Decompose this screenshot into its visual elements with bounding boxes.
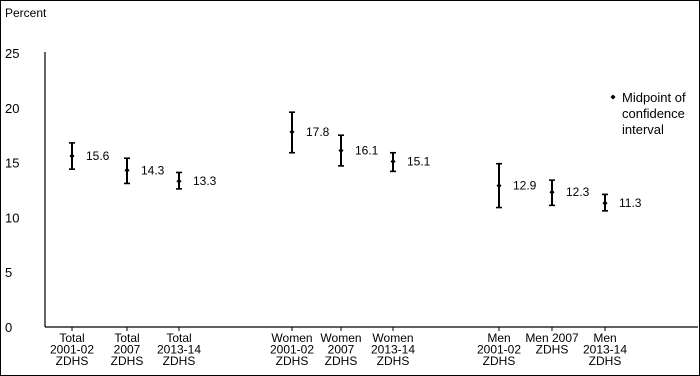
- data-label: 11.3: [619, 196, 642, 210]
- data-label: 12.9: [513, 179, 537, 193]
- data-label: 17.8: [306, 125, 330, 139]
- midpoint-marker: [338, 147, 344, 154]
- x-tick-label-line: Women: [372, 331, 413, 345]
- midpoint-marker: [69, 153, 75, 159]
- y-tick-label: 0: [5, 320, 12, 335]
- data-marks: 15.6 14.3 13.3 17.8 16.1 15.1 12.9 12.3 11.3: [69, 111, 642, 212]
- x-tick-label-line: ZDHS: [377, 354, 410, 368]
- midpoint-marker: [289, 129, 295, 135]
- x-tick-label-line: 2001-02: [477, 343, 521, 357]
- y-tick-label: 15: [5, 156, 19, 171]
- x-tick-label-line: ZDHS: [483, 354, 516, 368]
- x-tick-label-line: ZDHS: [111, 354, 144, 368]
- x-tick-label-line: ZDHS: [163, 354, 196, 368]
- midpoint-marker: [549, 189, 555, 195]
- midpoint-marker: [124, 167, 130, 173]
- x-tick-label-line: 2013-14: [371, 343, 415, 357]
- x-tick-label-line: ZDHS: [589, 354, 622, 368]
- x-tick-label: Total 2001-02 ZDHS: [50, 331, 94, 368]
- data-label: 16.1: [355, 144, 379, 158]
- midpoint-marker: [176, 178, 182, 184]
- y-tick-label: 5: [5, 265, 12, 280]
- data-label: 12.3: [566, 185, 590, 199]
- midpoint-marker: [496, 183, 502, 189]
- x-tick-label: Women 2007 ZDHS: [320, 331, 361, 368]
- y-tick-label: 25: [5, 46, 19, 61]
- x-tick-label-line: 2001-02: [270, 343, 314, 357]
- x-tick-label-line: Total: [166, 331, 191, 345]
- data-label: 15.1: [407, 155, 431, 169]
- x-tick-label-line: Total: [114, 331, 139, 345]
- x-tick-label: Total 2007 ZDHS: [111, 331, 144, 368]
- x-tick-label: Women 2013-14 ZDHS: [371, 331, 415, 368]
- x-tick-label-line: 2007: [328, 343, 355, 357]
- x-tick-label-line: 2013-14: [583, 343, 627, 357]
- x-tick-label-line: Women: [320, 331, 361, 345]
- x-tick-label-line: Total: [59, 331, 84, 345]
- x-tick-label-line: ZDHS: [325, 354, 358, 368]
- x-tick-label-line: 2013-14: [157, 343, 201, 357]
- x-tick-label-line: ZDHS: [276, 354, 309, 368]
- x-tick-label: Men 2013-14 ZDHS: [583, 331, 627, 368]
- x-tick-label: Men 2007 ZDHS: [525, 331, 579, 357]
- x-tick-label-line: Men: [593, 331, 616, 345]
- legend-marker: [610, 94, 616, 100]
- data-label: 15.6: [86, 149, 110, 163]
- x-tick-label-line: 2007: [114, 343, 141, 357]
- y-axis-title: Percent: [5, 6, 47, 20]
- x-tick-label: Men 2001-02 ZDHS: [477, 331, 521, 368]
- midpoint-marker: [390, 158, 396, 165]
- midpoint-marker: [602, 200, 608, 206]
- legend-text-line: Midpoint of: [622, 90, 686, 105]
- x-tick-label: Women 2001-02 ZDHS: [270, 331, 314, 368]
- legend: Midpoint of confidence interval: [610, 90, 686, 137]
- y-tick-label: 10: [5, 210, 19, 225]
- data-label: 14.3: [141, 163, 165, 177]
- y-tick-label: 20: [5, 101, 19, 116]
- x-tick-label-line: 2001-02: [50, 343, 94, 357]
- y-axis: 0 5 10 15 20 25: [5, 46, 46, 335]
- legend-text-line: confidence: [622, 106, 685, 121]
- legend-text-line: interval: [622, 122, 664, 137]
- x-tick-label-line: ZDHS: [56, 354, 89, 368]
- x-tick-label-line: ZDHS: [536, 343, 569, 357]
- x-tick-label-line: Men 2007: [525, 331, 579, 345]
- x-tick-label-line: Women: [271, 331, 312, 345]
- legend-text: Midpoint of confidence interval: [622, 90, 686, 137]
- data-label: 13.3: [193, 174, 217, 188]
- x-tick-label-line: Men: [487, 331, 510, 345]
- x-tick-label: Total 2013-14 ZDHS: [157, 331, 201, 368]
